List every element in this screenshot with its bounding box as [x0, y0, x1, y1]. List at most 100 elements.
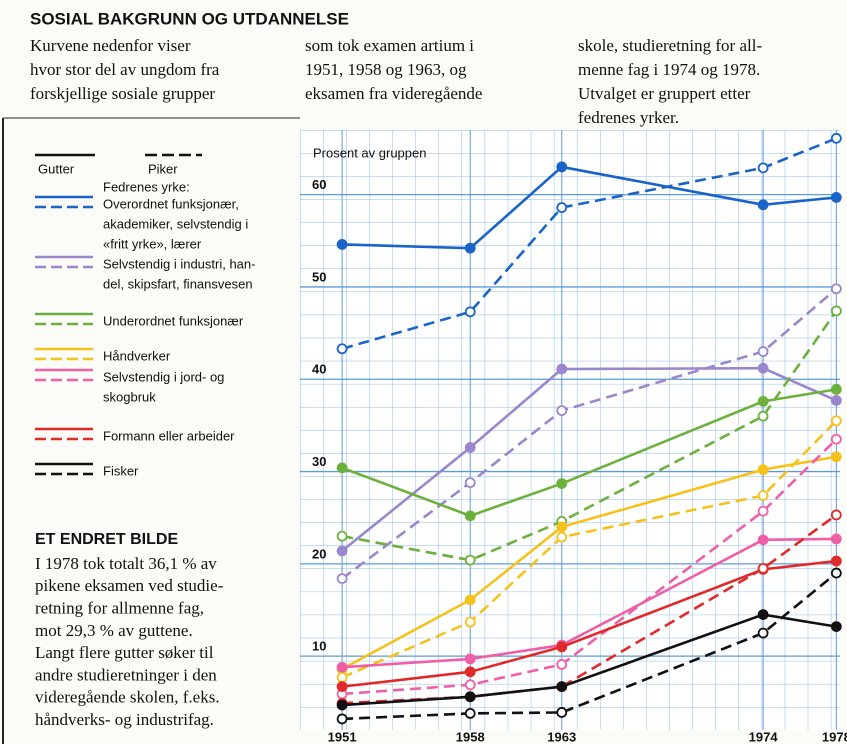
point: [830, 621, 842, 633]
intro-line: Utvalget er gruppert etter: [578, 84, 751, 103]
point: [830, 533, 842, 545]
legend-label: Selvstendig i jord- og: [103, 369, 224, 384]
point: [757, 199, 769, 211]
point: [336, 713, 348, 725]
sidebar-line: I 1978 tok totalt 36,1 % av: [35, 554, 217, 573]
point: [336, 671, 348, 683]
point: [336, 699, 348, 711]
point: [336, 681, 348, 693]
chart: 10 20 30 40 50 60 1951 1958 1963 1974 1978 Prosent …: [35, 130, 847, 744]
point: [757, 505, 769, 517]
point: [757, 464, 769, 476]
point: [757, 410, 769, 422]
point: [830, 283, 842, 295]
point: [757, 563, 769, 574]
intro-line: eksamen fra videregående: [305, 84, 482, 103]
point: [556, 161, 568, 173]
point: [830, 305, 842, 317]
point: [830, 555, 842, 567]
point: [757, 395, 769, 407]
intro-line: fedrenes yrker.: [578, 108, 679, 127]
y-tick-label: 50: [312, 269, 326, 284]
sidebar-line: håndverks- og industrifag.: [35, 710, 214, 729]
point: [830, 395, 842, 406]
point: [556, 707, 568, 718]
intro-line: som tok examen artium i: [305, 36, 474, 55]
point: [464, 442, 476, 453]
legend-style-label: Piker: [148, 161, 178, 176]
point: [757, 627, 769, 639]
legend-label: Underordnet funksjonær: [103, 313, 244, 328]
sidebar-line: videregående skolen, f.eks.: [35, 688, 220, 707]
x-tick-label: 1978: [822, 729, 847, 744]
point: [464, 679, 476, 691]
sidebar-line: Langt flere gutter søker til: [35, 643, 214, 662]
line: [342, 572, 838, 721]
sidebar-line: retning for allmenne fag,: [35, 599, 204, 618]
point: [556, 641, 568, 653]
minor-grid: [300, 130, 840, 730]
legend-label: Formann eller arbeider: [103, 428, 235, 443]
point: [464, 707, 476, 719]
point: [556, 405, 568, 417]
point: [556, 202, 568, 213]
point: [464, 306, 476, 318]
header-title: SOSIAL BAKGRUNN OG UTDANNELSE: [30, 9, 349, 28]
point: [830, 451, 842, 463]
legend-label: Fisker: [103, 463, 139, 478]
point: [830, 433, 842, 445]
point: [464, 477, 476, 489]
x-tick-label: 1951: [328, 729, 357, 744]
legend-label: Overordnet funksjonær,: [103, 196, 239, 211]
point: [336, 462, 348, 474]
point: [556, 521, 568, 533]
point: [757, 534, 769, 546]
x-tick-label: 1958: [456, 729, 485, 744]
point: [556, 659, 568, 670]
point: [336, 545, 348, 557]
point: [336, 239, 348, 250]
x-tick-label: 1963: [547, 729, 576, 744]
point: [556, 681, 568, 693]
legend-label: del, skipsfart, finansvesen: [103, 276, 253, 291]
legend-label: «fritt yrke», lærer: [103, 236, 202, 251]
body-text: Kurvene nedenfor viser hvor stor del av u…: [30, 36, 762, 729]
point: [464, 666, 476, 678]
point: [757, 162, 769, 174]
y-tick-label: 40: [312, 362, 326, 377]
point: [757, 362, 769, 374]
point: [757, 346, 769, 357]
point: [336, 530, 348, 542]
y-tick-label: 20: [312, 546, 326, 561]
point: [464, 242, 476, 254]
point: [556, 363, 568, 375]
point: [464, 594, 476, 606]
legend-label: skogbruk: [103, 389, 156, 404]
y-tick-label: 30: [312, 454, 326, 469]
point: [556, 478, 568, 489]
point: [830, 383, 842, 395]
intro-line: skole, studieretning for all-: [578, 36, 762, 55]
sidebar-title: ET ENDRET BILDE: [35, 531, 178, 548]
x-tick-label: 1974: [749, 729, 779, 744]
legend-label: Håndverker: [103, 348, 171, 363]
y-axis-label: Prosent av gruppen: [313, 145, 426, 160]
point: [464, 691, 476, 703]
legend-title: Fedrenes yrke:: [103, 179, 190, 194]
sidebar-line: andre studieretninger i den: [35, 665, 217, 684]
intro-line: Kurvene nedenfor viser: [30, 36, 191, 55]
y-tick-label: 60: [312, 177, 326, 192]
point: [830, 415, 842, 427]
point: [757, 490, 769, 501]
point: [336, 343, 348, 355]
point: [464, 616, 476, 628]
sidebar-line: mot 29,3 % av guttene.: [35, 621, 193, 640]
point: [464, 653, 476, 665]
sidebar-line: pikene eksamen ved studie-: [35, 576, 224, 595]
point: [757, 609, 769, 621]
point: [830, 132, 842, 144]
legend-label: Selvstendig i industri, han-: [103, 256, 255, 271]
point: [830, 567, 842, 579]
